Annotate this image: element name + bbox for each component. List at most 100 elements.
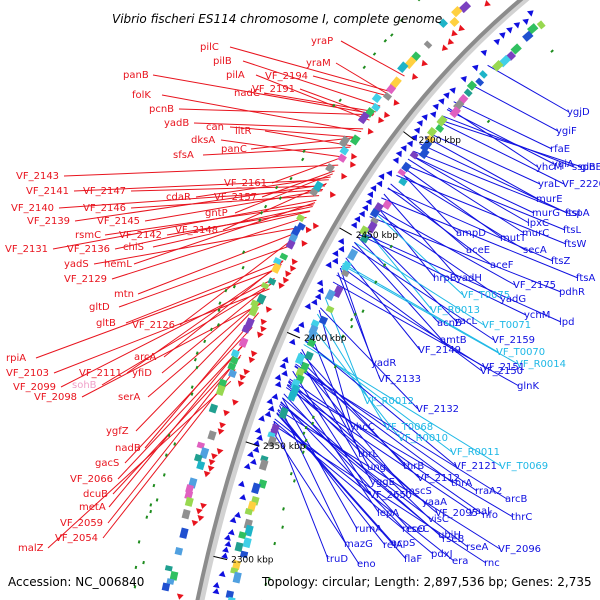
right-connector [273,421,329,560]
right-gene-label: pdxJ [431,549,453,560]
minus-strand-arrow [234,511,241,519]
feature-tick [332,103,336,108]
left-connector [179,236,296,326]
feature-tick [152,483,156,488]
plus-strand-arrow [265,306,273,313]
right-gene-label: yadH [456,273,482,284]
gene-block-inner [398,177,408,187]
plus-strand-arrow [208,459,216,466]
feature-tick [142,560,145,565]
feature-tick [350,317,354,322]
left-gene-label: yadS [64,259,89,270]
right-connector [363,226,433,311]
right-gene-label: eno [357,559,376,570]
right-connector [398,171,526,251]
minus-strand-arrow [281,370,288,377]
left-gene-label: VF_2136 [67,244,110,255]
left-connector [229,126,358,138]
minus-strand-arrow [279,362,286,370]
plus-strand-arrow [260,325,267,333]
right-connector [318,309,353,428]
gene-block-outer [309,187,319,197]
plus-strand-arrow [447,38,455,45]
plus-strand-arrow [441,44,449,51]
right-gene-label: VF_2133 [378,374,421,385]
left-gene-label: rsmC [75,230,101,241]
right-gene-label: ftsL [563,225,581,236]
plus-strand-arrow [239,374,246,381]
gene-block-outer [386,84,397,95]
gene-block-inner [369,208,380,219]
right-gene-label: VF_2096 [498,544,541,555]
right-gene-label: VF_2151 [482,362,525,373]
minus-strand-arrow [221,552,228,559]
left-connector [152,74,375,115]
left-gene-label: VF_2111 [79,368,122,379]
gene-block-inner [244,508,253,516]
right-gene-label: yhcM [536,162,562,173]
minus-strand-arrow [222,546,229,553]
left-gene-label: dksA [191,135,215,146]
left-connector [193,122,364,130]
gene-block-inner [306,338,317,348]
feature-tick [263,204,268,209]
minus-strand-arrow [227,529,235,536]
left-connector [58,189,323,209]
left-connector [52,199,317,250]
right-gene-label: yacL [454,316,478,327]
left-connector [147,295,267,398]
gene-block-outer [230,349,240,358]
left-gene-label: chiS [123,242,144,253]
minus-strand-arrow [224,534,231,541]
left-connector [63,164,339,177]
minus-strand-arrow [406,140,413,148]
left-gene-label: sohB [72,380,97,391]
right-connector [427,132,541,185]
right-gene-label: ychM [524,310,550,321]
right-connector [283,393,410,530]
gene-block-inner [227,596,236,600]
gene-block-inner [232,559,241,571]
left-gene-label: ygfZ [106,426,129,437]
gene-block-inner [318,315,329,325]
right-gene-label: thrB [403,461,424,472]
plus-strand-arrow [191,520,199,527]
minus-strand-arrow [358,210,365,218]
left-connector [229,46,392,93]
left-connector [340,40,405,77]
feature-tick [264,582,268,586]
right-gene-label: acnB [437,318,462,329]
right-connector [354,241,485,326]
left-gene-label: nadB [115,443,141,454]
right-gene-label: yqiA [552,159,574,170]
feature-tick [311,421,315,426]
feature-tick [195,351,199,355]
gene-block-inner [239,550,249,559]
left-connector [118,245,292,308]
right-connector [373,209,503,300]
left-gene-label: yraM [306,58,331,69]
plus-strand-arrow [232,399,239,406]
minus-strand-arrow [274,374,282,381]
right-gene-label: arcB [505,494,528,505]
right-gene-label: flaF [404,554,422,565]
feature-tick [301,157,305,162]
accession-text: Accession: NC_006840 [8,575,144,589]
left-gene-label: VF_2157 [214,192,257,203]
right-gene-label: VF_2159 [492,335,535,346]
feature-tick [209,327,213,332]
left-gene-label: gacS [95,458,119,469]
gene-block-inner [526,23,539,35]
left-connector [271,156,344,184]
gene-block-inner [449,106,462,119]
feature-tick [417,0,422,2]
right-gene-label: VF_2220 [562,179,600,190]
right-connector [340,265,483,372]
feature-tick [289,471,293,476]
left-gene-label: VF_2142 [119,230,162,241]
gene-block-inner [463,88,473,98]
minus-strand-arrow [267,405,275,412]
right-gene-label: secA [523,245,547,256]
minus-strand-arrow [367,191,373,198]
right-gene-label: yhcC [350,422,375,433]
